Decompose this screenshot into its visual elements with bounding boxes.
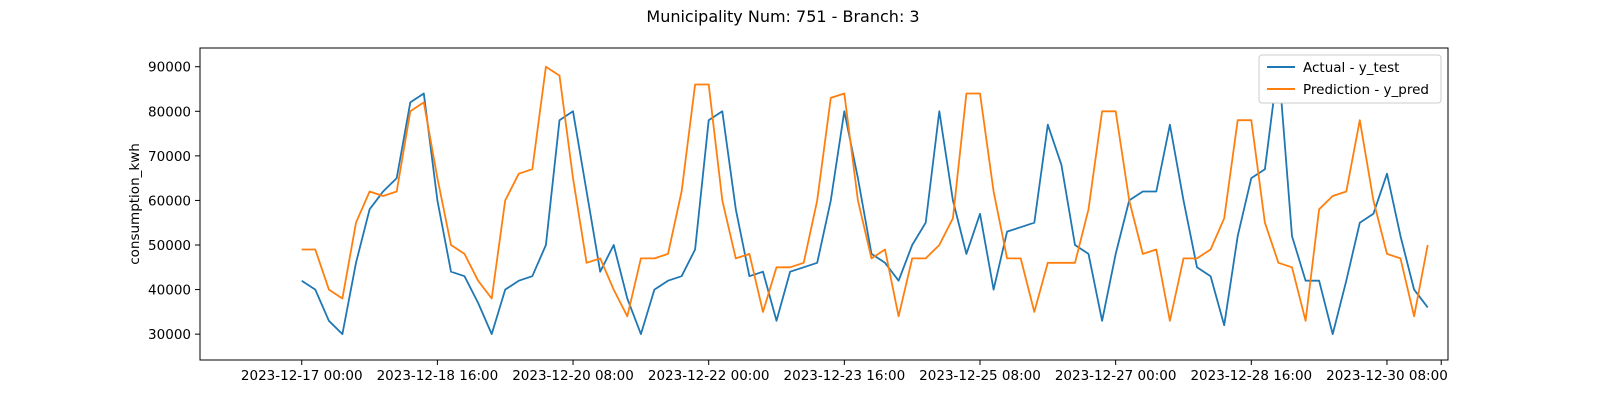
- x-axis: 2023-12-17 00:00 2023-12-18 16:00 2023-12-…: [241, 360, 1448, 384]
- y-tick-label: 70000: [148, 149, 191, 165]
- x-tick-label: 2023-12-30 08:00: [1326, 368, 1448, 384]
- legend-label-prediction: Prediction - y_pred: [1303, 82, 1429, 98]
- legend: Actual - y_test Prediction - y_pred: [1258, 54, 1442, 104]
- x-tick-label: 2023-12-23 16:00: [784, 368, 906, 384]
- x-tick-label: 2023-12-17 00:00: [241, 368, 363, 384]
- series-line-actual: [301, 61, 1429, 336]
- legend-box: [1258, 54, 1442, 104]
- y-tick-label: 40000: [148, 283, 191, 299]
- y-tick-label: 80000: [148, 104, 191, 120]
- x-tick-label: 2023-12-27 00:00: [1055, 368, 1177, 384]
- x-tick-label: 2023-12-22 00:00: [648, 368, 770, 384]
- y-tick-label: 50000: [148, 238, 191, 254]
- x-tick-label: 2023-12-18 16:00: [377, 368, 499, 384]
- y-tick-label: 90000: [148, 60, 191, 76]
- x-tick-label: 2023-12-28 16:00: [1190, 368, 1312, 384]
- y-axis: 30000 40000 50000 60000 70000 80000 90000: [148, 60, 200, 343]
- y-axis-label: consumption_kwh: [127, 143, 143, 265]
- series-layer: [301, 61, 1429, 336]
- y-tick-label: 60000: [148, 193, 191, 209]
- x-tick-label: 2023-12-20 08:00: [512, 368, 634, 384]
- plot-area: [199, 47, 1449, 361]
- y-tick-label: 30000: [148, 327, 191, 343]
- x-tick-label: 2023-12-25 08:00: [919, 368, 1041, 384]
- chart-title: Municipality Num: 751 - Branch: 3: [646, 7, 919, 26]
- legend-label-actual: Actual - y_test: [1303, 60, 1399, 76]
- series-line-prediction: [301, 65, 1429, 322]
